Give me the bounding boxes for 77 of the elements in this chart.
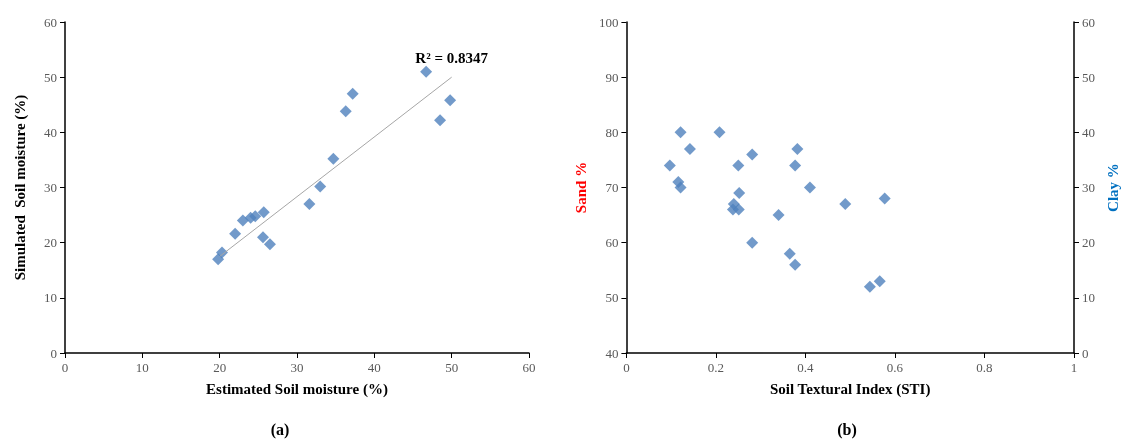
point [236,214,249,227]
point [327,152,340,165]
y-tick-label: 60 [605,235,619,251]
y-tick-label: 20 [44,235,57,251]
y2-tick-label: 40 [1082,124,1095,140]
x-tick-label: 0 [61,360,69,375]
point [746,148,759,161]
x-axis-title: Estimated Soil moisture (%) [206,380,388,398]
x-tick-label: 60 [522,360,536,375]
y2-tick-label: 50 [1082,69,1095,85]
y-tick-label: 70 [605,180,619,195]
point [863,280,876,293]
x-tick-label: 0.4 [797,360,815,375]
y2-axis-title: Clay % [1105,163,1122,212]
point [212,253,225,266]
point [839,198,852,211]
y2-tick-label: 20 [1082,235,1095,251]
y-axis-title: Simulated Soil moisture (%) [11,94,29,281]
y2-tick-label: 10 [1082,290,1095,306]
point [733,187,746,200]
point [683,142,696,155]
x-tick-label: 30 [290,360,304,375]
x-tick-label: 20 [213,360,227,375]
y2-tick-label: 0 [1082,345,1089,361]
y-tick-label: 100 [598,14,619,30]
y2-tick-label: 30 [1082,180,1095,195]
y-tick-label: 0 [50,345,57,361]
x-tick-label: 0.8 [976,360,993,375]
point [263,238,276,251]
point [434,114,447,127]
point [746,236,759,249]
point [256,231,269,244]
x-tick-label: 10 [135,360,149,375]
point [314,180,327,193]
point [674,181,687,194]
y-tick-label: 10 [44,290,57,306]
y2-tick-label: 60 [1082,14,1095,30]
point [713,126,726,139]
point [346,87,359,100]
text: (b) [837,420,857,439]
y-tick-label: 90 [605,69,619,85]
x-tick-label: 0.2 [707,360,725,375]
y-tick-label: 50 [605,290,619,306]
point [789,159,802,172]
y-tick-label: 30 [44,180,57,195]
x-axis-title: Soil Textural Index (STI) [769,380,931,398]
x-tick-label: 1 [1070,360,1078,375]
y-tick-label: 80 [605,124,619,140]
point [772,209,785,222]
x-tick-label: 0.6 [886,360,904,375]
y-axis-title: Sand % [572,161,589,214]
point [303,198,316,211]
x-tick-label: 40 [367,360,381,375]
y-tick-label: 50 [44,69,57,85]
point [732,159,745,172]
point [783,247,796,260]
y-tick-label: 40 [605,345,619,361]
point [663,159,676,172]
x-tick-label: 0 [623,360,630,375]
text: (a) [270,420,290,439]
point [444,94,457,107]
point [803,181,816,194]
annotation: R² = 0.8347 [415,49,489,66]
point [732,203,745,216]
point [791,142,804,155]
y-tick-label: 40 [44,124,57,140]
point [878,192,891,205]
point [229,227,242,240]
point [257,206,270,219]
x-tick-label: 50 [445,360,459,375]
point [674,126,687,139]
y-tick-label: 60 [44,14,57,30]
point [873,275,886,288]
point [789,258,802,271]
point [249,210,262,223]
point [339,105,352,118]
point [420,65,433,78]
